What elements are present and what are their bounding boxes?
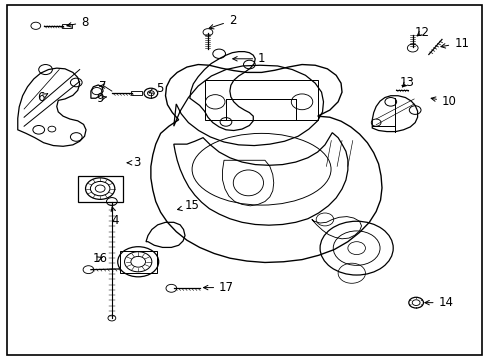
- Bar: [120, 251, 157, 273]
- Text: 5: 5: [149, 82, 163, 95]
- Text: 9: 9: [96, 92, 106, 105]
- Text: 2: 2: [209, 14, 236, 29]
- Text: 16: 16: [92, 252, 107, 265]
- Bar: [78, 176, 122, 202]
- Text: 14: 14: [424, 296, 453, 309]
- Text: 8: 8: [67, 16, 88, 29]
- Bar: [204, 80, 317, 120]
- Text: 11: 11: [440, 36, 468, 50]
- Text: 15: 15: [177, 199, 200, 212]
- Text: 12: 12: [413, 26, 428, 39]
- Text: 7: 7: [99, 80, 106, 93]
- Bar: [62, 24, 72, 28]
- Text: 6: 6: [37, 91, 48, 104]
- Bar: [131, 91, 142, 95]
- Text: 1: 1: [232, 52, 265, 65]
- Text: 10: 10: [430, 95, 456, 108]
- Text: 3: 3: [127, 156, 141, 169]
- Text: 17: 17: [203, 281, 234, 294]
- Text: 4: 4: [111, 207, 119, 227]
- Text: 13: 13: [399, 76, 414, 89]
